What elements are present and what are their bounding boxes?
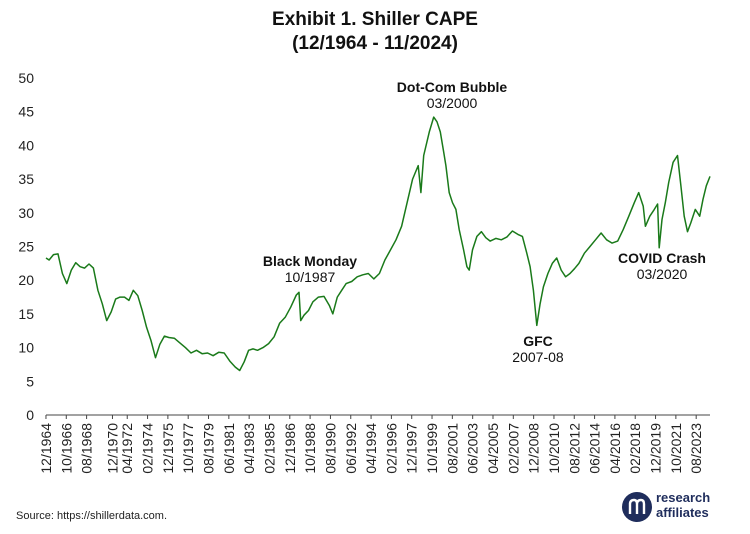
x-tick-label: 02/1985 xyxy=(261,423,277,474)
y-tick-label: 50 xyxy=(18,70,34,86)
x-tick-label: 12/1975 xyxy=(160,423,176,474)
x-tick-label: 02/1996 xyxy=(383,423,399,474)
y-tick-label: 5 xyxy=(26,373,34,389)
annotation-covid-label: COVID Crash xyxy=(618,250,706,266)
x-tick-label: 10/1966 xyxy=(58,423,74,474)
y-tick-label: 25 xyxy=(18,239,34,255)
x-tick-label: 04/1983 xyxy=(241,423,257,474)
y-tick-label: 40 xyxy=(18,137,34,153)
logo-line1: research xyxy=(656,490,711,505)
research-affiliates-logo: research affiliates xyxy=(622,490,742,524)
logo-line2: affiliates xyxy=(656,505,709,520)
y-tick-label: 20 xyxy=(18,272,34,288)
x-tick-label: 08/1979 xyxy=(201,423,217,474)
cape-line-chart: 0 5 10 15 20 25 30 35 40 45 50 12/1964 10/1966 08/19… xyxy=(18,70,711,474)
annotation-covid: COVID Crash 03/2020 xyxy=(618,250,706,282)
y-tick-label: 0 xyxy=(26,407,34,423)
x-tick-label: 12/1986 xyxy=(282,423,298,474)
cape-series-line xyxy=(45,116,711,372)
y-tick-label: 15 xyxy=(18,306,34,322)
ra-logo-icon xyxy=(622,492,652,522)
x-tick-label: 08/2001 xyxy=(444,423,460,474)
annotation-dotcom-date: 03/2000 xyxy=(427,95,478,111)
x-tick-label: 12/1997 xyxy=(404,423,420,474)
x-tick-label: 02/1974 xyxy=(140,423,156,474)
x-tick-label: 06/1992 xyxy=(343,423,359,474)
chart-title: Exhibit 1. Shiller CAPE (12/1964 - 11/20… xyxy=(0,8,750,56)
x-tick-label: 10/2021 xyxy=(668,423,684,474)
annotation-gfc-label: GFC xyxy=(523,333,553,349)
x-tick-label: 04/1972 xyxy=(119,423,135,474)
annotation-dotcom-label: Dot-Com Bubble xyxy=(397,79,508,95)
annotation-black-monday: Black Monday 10/1987 xyxy=(263,253,357,285)
x-tick-label: 12/2019 xyxy=(648,423,664,474)
annotation-dotcom: Dot-Com Bubble 03/2000 xyxy=(397,79,508,111)
x-tick-label: 06/2003 xyxy=(465,423,481,474)
annotation-gfc-date: 2007-08 xyxy=(512,349,564,365)
x-tick-label: 08/1990 xyxy=(322,423,338,474)
x-tick-label: 04/2005 xyxy=(485,423,501,474)
y-tick-label: 35 xyxy=(18,171,34,187)
x-tick-label: 12/1970 xyxy=(104,423,120,474)
logo-wordmark: research affiliates xyxy=(656,490,710,520)
source-note: Source: https://shillerdata.com. xyxy=(16,510,168,522)
x-tick-label: 12/1964 xyxy=(38,423,54,474)
annotation-gfc: GFC 2007-08 xyxy=(512,333,564,365)
x-tick-label: 10/2010 xyxy=(546,423,562,474)
x-tick-label: 06/1981 xyxy=(221,423,237,474)
x-tick-label: 06/2014 xyxy=(587,423,603,474)
chart-title-line2: (12/1964 - 11/2024) xyxy=(292,33,458,54)
x-tick-label: 10/1999 xyxy=(424,423,440,474)
annotation-black-monday-date: 10/1987 xyxy=(285,269,336,285)
x-tick-label: 08/1968 xyxy=(79,423,95,474)
x-tick-label: 10/1988 xyxy=(302,423,318,474)
y-tick-label: 45 xyxy=(18,104,34,120)
y-axis: 0 5 10 15 20 25 30 35 40 45 50 xyxy=(18,70,34,423)
y-tick-label: 30 xyxy=(18,205,34,221)
y-tick-label: 10 xyxy=(18,340,34,356)
x-tick-label: 04/1994 xyxy=(363,423,379,474)
x-tick-label: 08/2023 xyxy=(688,423,704,474)
chart-title-line1: Exhibit 1. Shiller CAPE xyxy=(272,9,478,30)
x-tick-label: 02/2018 xyxy=(627,423,643,474)
x-tick-label: 02/2007 xyxy=(505,423,521,474)
annotation-covid-date: 03/2020 xyxy=(637,266,688,282)
x-tick-label: 08/2012 xyxy=(566,423,582,474)
x-tick-label: 04/2016 xyxy=(607,423,623,474)
x-tick-label: 12/2008 xyxy=(526,423,542,474)
annotation-black-monday-label: Black Monday xyxy=(263,253,357,269)
x-tick-label: 10/1977 xyxy=(180,423,196,474)
